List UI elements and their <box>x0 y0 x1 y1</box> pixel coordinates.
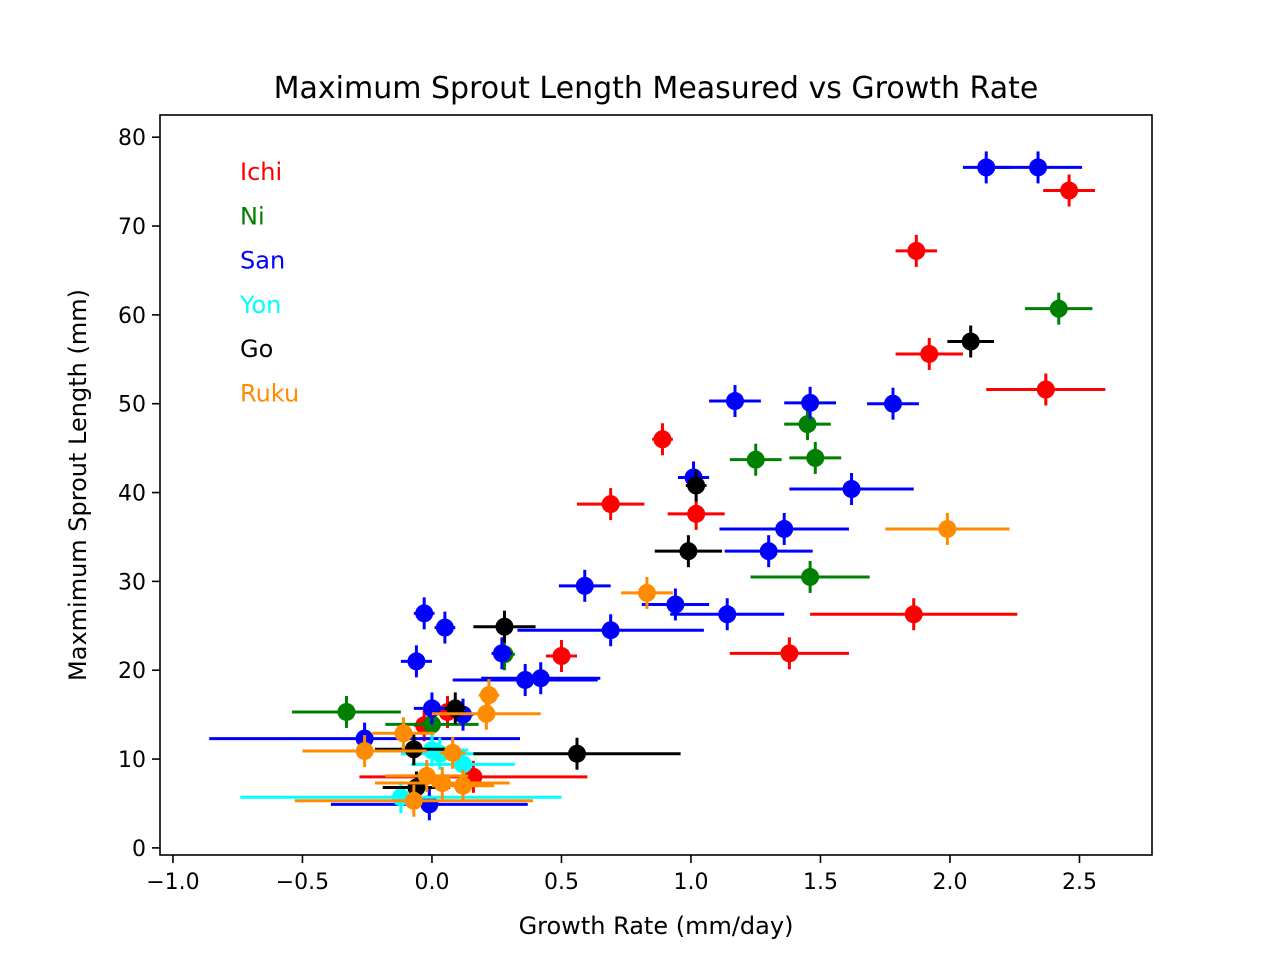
x-tick-label: 0.5 <box>544 870 579 895</box>
data-point <box>433 774 452 793</box>
legend: Ichi Ni San Yon Go Ruku <box>239 158 299 408</box>
data-point <box>1036 380 1055 399</box>
x-tick-label: −0.5 <box>276 870 329 895</box>
data-point <box>355 742 374 761</box>
data-marks <box>209 151 1106 821</box>
y-tick-label: 70 <box>118 215 146 240</box>
data-point <box>552 647 571 666</box>
data-point <box>479 686 498 705</box>
data-point <box>394 724 413 743</box>
data-point <box>477 704 496 723</box>
data-point <box>920 344 939 363</box>
data-point <box>961 332 980 351</box>
series-san <box>209 151 1083 821</box>
x-axis-ticks: −1.0 −0.5 0.0 0.5 1.0 1.5 2.0 2.5 <box>146 855 1097 895</box>
legend-entry-go: Go <box>240 335 273 363</box>
data-point <box>725 392 744 411</box>
data-point <box>842 479 861 498</box>
data-point <box>575 576 594 595</box>
data-point <box>495 617 514 636</box>
chart-title: Maximum Sprout Length Measured vs Growth… <box>274 71 1039 106</box>
legend-entry-yon: Yon <box>239 291 281 319</box>
data-point <box>977 158 996 177</box>
data-point <box>679 542 698 561</box>
data-point <box>568 744 587 763</box>
data-point <box>746 450 765 469</box>
data-point <box>775 519 794 538</box>
data-point <box>443 743 462 762</box>
data-point <box>806 448 825 467</box>
x-axis-label: Growth Rate (mm/day) <box>519 912 794 940</box>
data-point <box>759 542 778 561</box>
data-point <box>454 755 473 774</box>
x-tick-label: 1.5 <box>803 870 838 895</box>
x-tick-label: 0.0 <box>414 870 449 895</box>
data-point <box>883 394 902 413</box>
data-point <box>435 618 454 637</box>
data-point <box>1060 181 1079 200</box>
data-point <box>404 791 423 810</box>
y-tick-label: 0 <box>132 837 146 862</box>
data-point <box>601 495 620 514</box>
y-axis-ticks: 0 10 20 30 40 50 60 70 80 <box>118 126 160 862</box>
y-tick-label: 30 <box>118 570 146 595</box>
data-point <box>653 430 672 449</box>
legend-entry-ruku: Ruku <box>240 380 299 408</box>
x-tick-label: 1.0 <box>673 870 708 895</box>
data-point <box>687 476 706 495</box>
data-point <box>801 393 820 412</box>
legend-entry-san: San <box>240 247 285 275</box>
data-point <box>417 766 436 785</box>
data-point <box>780 644 799 663</box>
data-point <box>1029 158 1048 177</box>
y-tick-label: 50 <box>118 393 146 418</box>
data-point <box>938 519 957 538</box>
data-point <box>904 605 923 624</box>
series-ruku <box>294 512 1010 817</box>
data-point <box>454 776 473 795</box>
y-tick-label: 40 <box>118 482 146 507</box>
data-point <box>337 702 356 721</box>
data-point <box>666 595 685 614</box>
data-point <box>687 504 706 523</box>
data-point <box>415 604 434 623</box>
legend-entry-ni: Ni <box>240 202 265 230</box>
x-tick-label: 2.5 <box>1062 870 1097 895</box>
data-point <box>531 669 550 688</box>
data-point <box>492 644 511 663</box>
data-point <box>637 583 656 602</box>
y-tick-label: 60 <box>118 304 146 329</box>
series-go <box>374 325 995 804</box>
data-point <box>601 621 620 640</box>
x-tick-label: −1.0 <box>146 870 199 895</box>
y-tick-label: 20 <box>118 659 146 684</box>
y-axis-label: Maxmimum Sprout Length (mm) <box>64 289 92 681</box>
data-point <box>407 652 426 671</box>
data-point <box>1049 299 1068 318</box>
x-tick-label: 2.0 <box>932 870 967 895</box>
y-tick-label: 10 <box>118 748 146 773</box>
data-point <box>718 605 737 624</box>
data-point <box>907 241 926 260</box>
y-tick-label: 80 <box>118 126 146 151</box>
plot-area-frame <box>159 114 1153 856</box>
data-point <box>516 670 535 689</box>
data-point <box>798 415 817 434</box>
data-point <box>801 567 820 586</box>
legend-entry-ichi: Ichi <box>240 158 282 186</box>
data-point <box>404 740 423 759</box>
